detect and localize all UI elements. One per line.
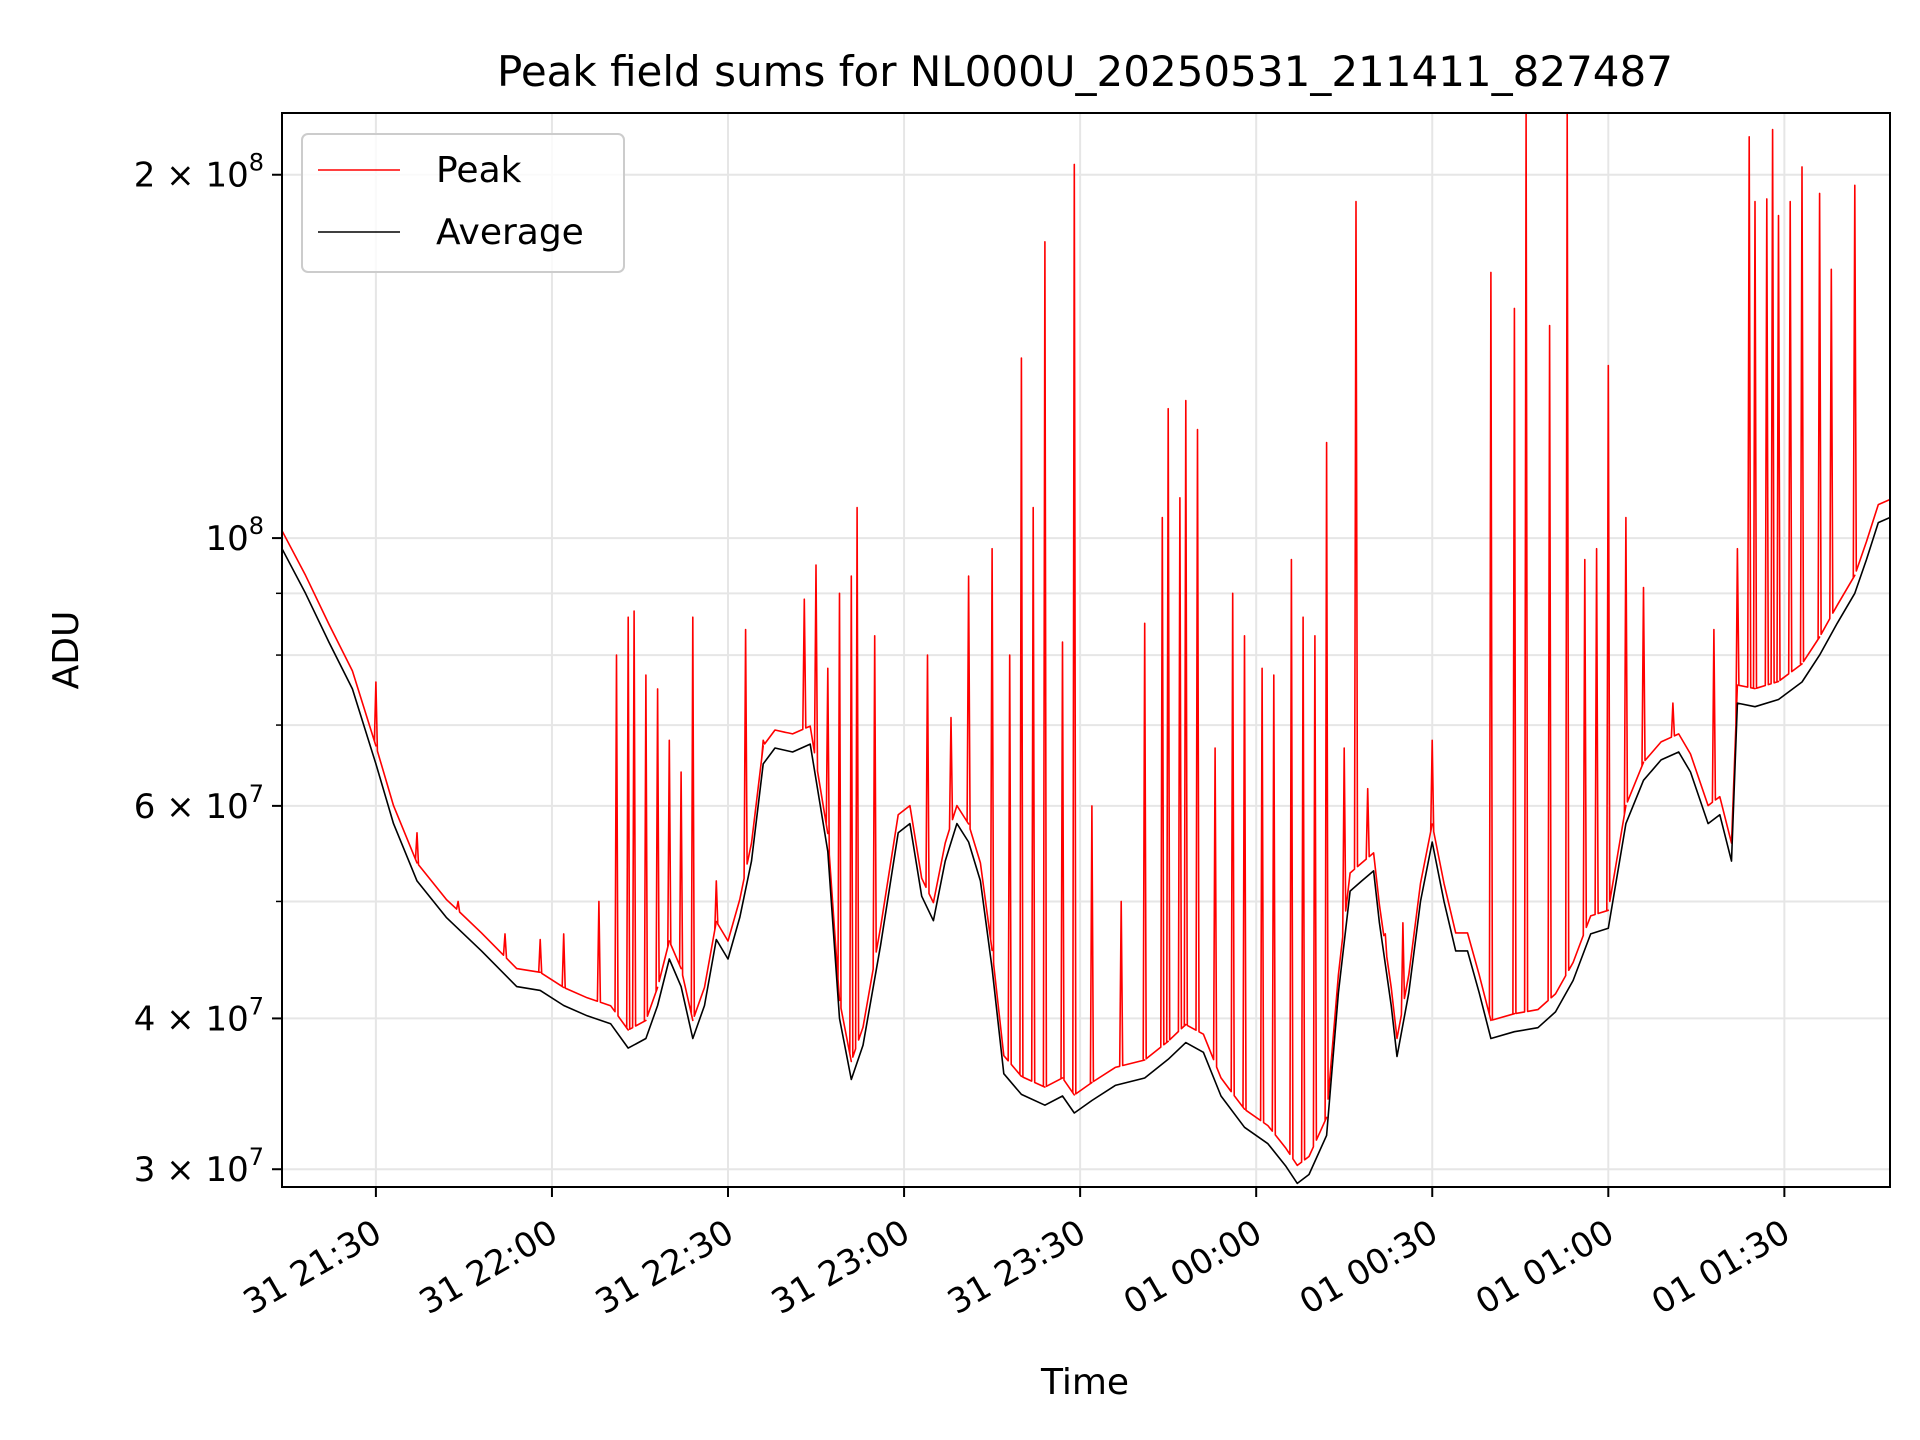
legend-label-peak: Peak: [436, 150, 522, 191]
legend-box: [301, 133, 625, 273]
series-layer: [282, 113, 1890, 1185]
y-axis: 3 × 107 4 × 107 6 × 107 108 2 × 108: [134, 149, 282, 1190]
legend: Peak Average: [301, 133, 625, 273]
y-tick-label: 6 × 107: [134, 780, 264, 827]
series-line-average: [282, 516, 1890, 1185]
legend-label-average: Average: [436, 212, 584, 253]
chart-title: Peak field sums for NL000U_20250531_2114…: [497, 47, 1673, 96]
plot-area: [281, 112, 1891, 1188]
plot-frame: [281, 112, 1891, 1188]
x-axis-label: Time: [1040, 1362, 1129, 1403]
series-line-peak: [282, 113, 1890, 1167]
grid-lines: [282, 113, 1890, 1187]
y-tick-label: 108: [205, 512, 264, 559]
y-tick-label: 2 × 108: [134, 149, 264, 196]
y-tick-label: 3 × 107: [134, 1143, 264, 1190]
y-axis-label: ADU: [46, 611, 87, 690]
plot-background: [282, 113, 1890, 1187]
y-tick-label: 4 × 107: [134, 992, 264, 1039]
